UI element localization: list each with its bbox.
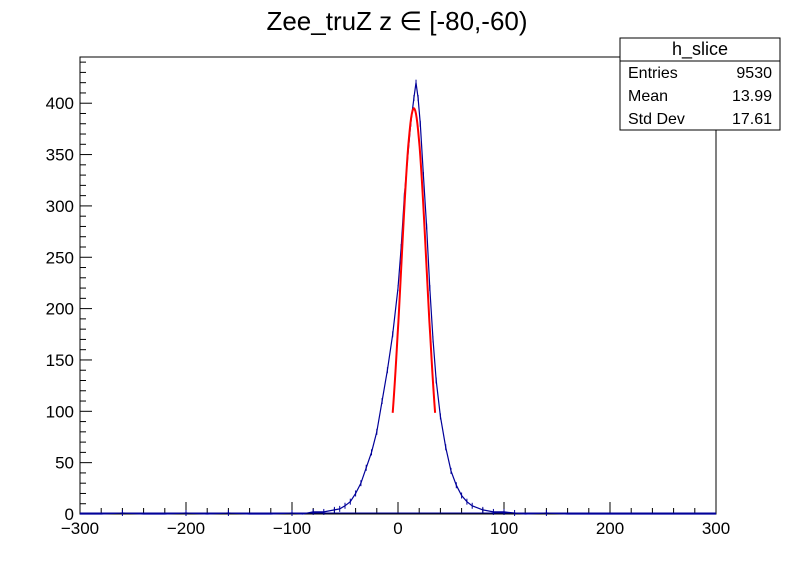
- histogram-line: [80, 82, 716, 515]
- x-tick-label: −200: [167, 519, 205, 538]
- stats-entries-label: Entries: [628, 65, 678, 82]
- stats-stddev-value: 17.61: [732, 111, 772, 128]
- chart-title: Zee_truZ z ∈ [-80,-60): [266, 6, 527, 36]
- y-tick-label: 100: [46, 402, 74, 421]
- y-tick-label: 150: [46, 351, 74, 370]
- y-tick-label: 400: [46, 94, 74, 113]
- stats-box-frame: [619, 37, 781, 131]
- gaussian-fit-line: [391, 106, 437, 413]
- fit-curve: [391, 106, 437, 413]
- y-tick-label: 0: [65, 505, 74, 524]
- histogram-series: [80, 79, 716, 516]
- stats-box-title: h_slice: [672, 39, 728, 60]
- stats-entries-value: 9530: [736, 65, 772, 82]
- y-axis: 0 50 100 150 200 250 300 350 400: [46, 61, 92, 524]
- y-tick-label: 300: [46, 197, 74, 216]
- y-tick-label: 200: [46, 300, 74, 319]
- stats-mean-label: Mean: [628, 88, 668, 105]
- x-tick-label: 100: [490, 519, 518, 538]
- y-tick-label: 350: [46, 146, 74, 165]
- y-tick-label: 250: [46, 248, 74, 267]
- x-tick-label: −100: [273, 519, 311, 538]
- x-tick-label: 200: [596, 519, 624, 538]
- stats-stddev-label: Std Dev: [628, 111, 685, 128]
- x-axis: −300 −200 −100 0 100 200 300: [61, 502, 730, 538]
- stats-box: h_slice Entries 9530 Mean 13.99 Std Dev …: [619, 37, 781, 131]
- x-tick-label: −300: [61, 519, 99, 538]
- x-tick-label: 300: [702, 519, 730, 538]
- stats-mean-value: 13.99: [732, 88, 772, 105]
- x-tick-label: 0: [393, 519, 402, 538]
- y-tick-label: 50: [55, 454, 74, 473]
